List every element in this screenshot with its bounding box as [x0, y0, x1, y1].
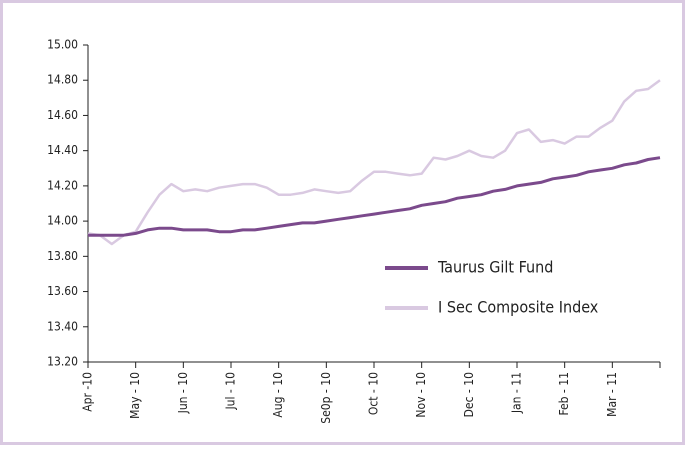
x-tick-label: Apr -10 — [81, 372, 95, 412]
x-tick-label: Jun - 10 — [176, 372, 190, 414]
x-tick-label: Jan - 11 — [510, 372, 524, 414]
x-tick-label: Se0p - 10 — [319, 372, 333, 424]
x-tick-label: Mar - 11 — [605, 372, 619, 417]
series-line — [88, 156, 661, 237]
x-tick-label: May - 10 — [128, 372, 142, 419]
y-tick-label: 14.00 — [47, 214, 78, 228]
y-tick-label: 14.20 — [47, 178, 78, 192]
series-line — [87, 79, 661, 246]
y-tick-label: 13.40 — [47, 319, 78, 333]
x-tick-label: Dec - 10 — [462, 372, 476, 418]
y-tick-label: 15.00 — [47, 38, 78, 52]
y-tick-label: 14.40 — [47, 143, 78, 157]
x-tick-label: Aug - 10 — [271, 372, 285, 418]
y-tick-label: 14.80 — [47, 73, 78, 87]
legend-label: I Sec Composite Index — [438, 298, 599, 317]
y-tick-label: 13.60 — [47, 284, 78, 298]
y-tick-label: 13.20 — [47, 355, 78, 369]
x-tick-label: Feb - 11 — [557, 372, 571, 416]
x-tick-label: Jul - 10 — [224, 372, 238, 411]
y-tick-label: 14.60 — [47, 108, 78, 122]
x-tick-label: Oct - 10 — [367, 372, 381, 415]
x-tick-label: Nov - 10 — [414, 372, 428, 418]
y-tick-label: 13.80 — [47, 249, 78, 263]
legend-label: Taurus Gilt Fund — [437, 258, 553, 277]
